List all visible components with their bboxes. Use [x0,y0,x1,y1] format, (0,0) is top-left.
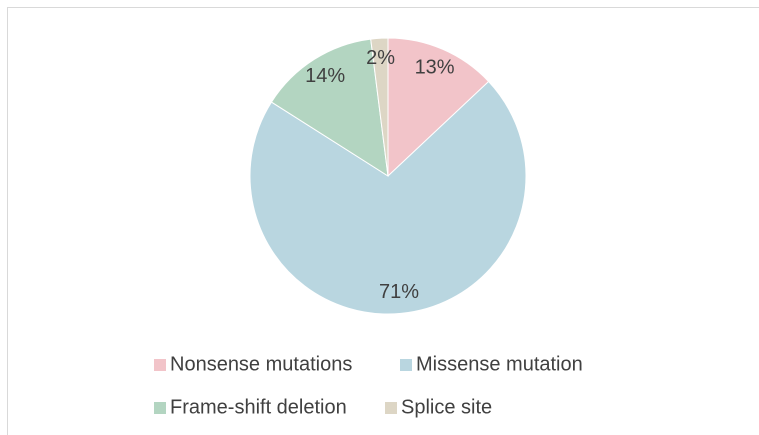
pie-slice [249,80,527,315]
data-label: 14% [305,65,345,87]
pie-slice [370,37,389,177]
legend-label: Nonsense mutations [170,353,352,375]
data-label: 2% [366,47,395,69]
legend-label: Splice site [401,396,492,418]
legend-swatch [400,359,412,371]
data-label: 71% [379,281,419,303]
legend-swatch [154,359,166,371]
legend-label: Frame-shift deletion [170,396,347,418]
data-label: 13% [415,57,455,79]
pie-slice [387,37,490,178]
legend-label: Missense mutation [416,353,583,375]
legend-swatch [385,402,397,414]
pie-slice [270,38,389,177]
legend-swatch [154,402,166,414]
